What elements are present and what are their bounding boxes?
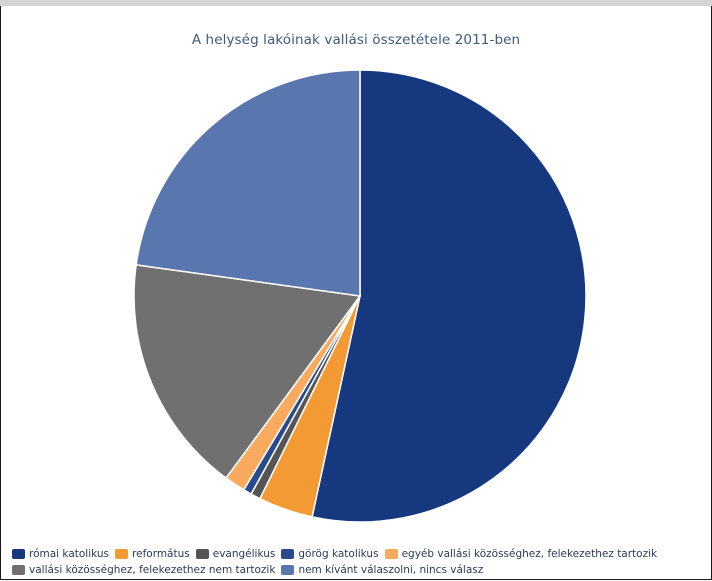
legend-swatch <box>12 565 25 575</box>
legend-label: református <box>132 548 190 560</box>
pie-slice-6[interactable] <box>135 69 361 297</box>
top-divider <box>0 0 712 6</box>
pie-chart <box>133 69 587 523</box>
legend-swatch <box>281 565 295 575</box>
legend-swatch <box>281 549 295 559</box>
pie-slice-0[interactable] <box>311 69 587 523</box>
legend-label: evangélikus <box>212 548 276 560</box>
legend-label: egyéb vallási közösséghez, felekezethez … <box>401 548 658 560</box>
legend-swatch <box>195 549 209 559</box>
legend-label: vallási közösséghez, felekezethez nem ta… <box>29 564 276 576</box>
chart-title: A helység lakóinak vallási összetétele 2… <box>191 32 521 48</box>
legend-swatch <box>115 549 129 559</box>
legend-row-2: vallási közösséghez, felekezethez nem ta… <box>12 562 707 578</box>
legend-item-gorog-katolikus[interactable]: görög katolikus <box>281 546 379 562</box>
legend-item-egyeb-vallasi[interactable]: egyéb vallási közösséghez, felekezethez … <box>384 546 658 562</box>
legend-item-evangelikus[interactable]: evangélikus <box>195 546 276 562</box>
legend-swatch <box>12 549 25 559</box>
legend-row-1: római katolikus református evangélikus g… <box>12 546 707 562</box>
legend-label: római katolikus <box>29 548 110 560</box>
legend: római katolikus református evangélikus g… <box>12 546 707 578</box>
pie-slice-5[interactable] <box>133 264 362 480</box>
legend-item-reformatus[interactable]: református <box>115 546 190 562</box>
legend-item-romai-katolikus[interactable]: római katolikus <box>12 546 109 562</box>
legend-label: nem kívánt válaszolni, nincs válasz <box>298 564 484 576</box>
legend-label: görög katolikus <box>298 548 379 560</box>
legend-swatch <box>384 549 398 559</box>
legend-item-nem-tartozik[interactable]: vallási közösséghez, felekezethez nem ta… <box>12 562 275 578</box>
legend-item-nincs-valasz[interactable]: nem kívánt válaszolni, nincs válasz <box>281 562 483 578</box>
